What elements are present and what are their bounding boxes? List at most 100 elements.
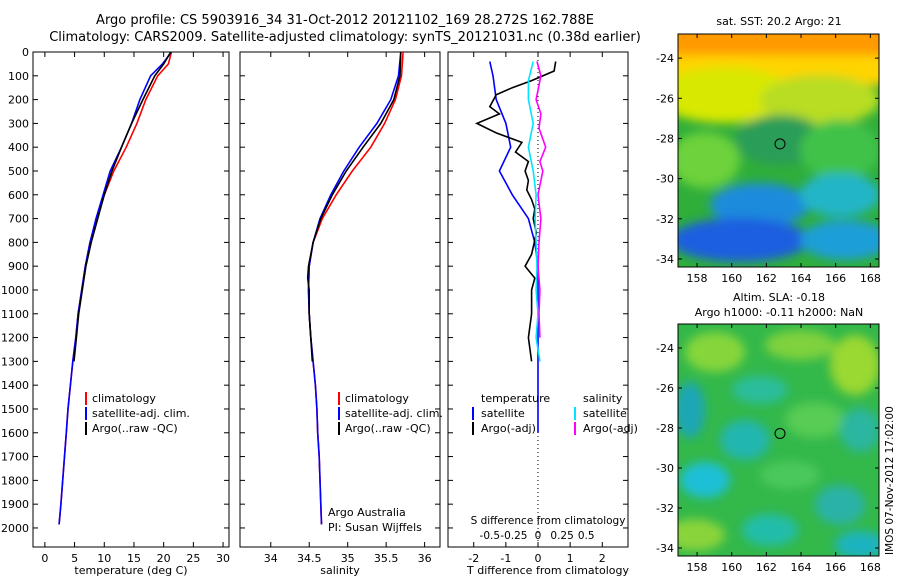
y-tick-label: 500 — [8, 165, 29, 178]
y-tick-label: 1800 — [1, 474, 29, 487]
y-tick-label: 200 — [8, 94, 29, 107]
lat-tick-label: -34 — [656, 253, 674, 266]
sla-map-image — [678, 324, 879, 556]
series-line-salinity-satellite — [527, 61, 541, 362]
x-tick-label: 10 — [97, 552, 111, 565]
x-tick-label: -1 — [500, 552, 511, 565]
lat-tick-label: -28 — [656, 422, 674, 435]
salinity-x-label: salinity — [320, 564, 360, 577]
y-tick-label: 1700 — [1, 451, 29, 464]
imos-credit: IMOS 07-Nov-2012 17:02:00 — [884, 406, 896, 555]
legend-salinity-header: salinity — [583, 392, 623, 405]
lon-tick-label: 166 — [825, 561, 846, 574]
temperature-legend: climatology satellite-adj. clim. Argo(..… — [85, 392, 190, 435]
series-line-temperature-satellite — [489, 61, 539, 433]
y-tick-label: 100 — [8, 70, 29, 83]
sst-map-image — [678, 34, 879, 267]
s-tick-label: 0.25 — [550, 530, 573, 542]
x-tick-label: 0 — [535, 552, 542, 565]
x-tick-label: -2 — [468, 552, 479, 565]
lat-tick-label: -26 — [656, 382, 674, 395]
legend-argo-label: Argo(..raw -QC) — [345, 422, 431, 435]
s-tick-label: -0.5 — [480, 530, 501, 542]
series-line-argo-raw-qc- — [306, 52, 402, 362]
legend-satellite-label: satellite-adj. clim. — [345, 407, 443, 420]
x-tick-label: 30 — [216, 552, 230, 565]
y-tick-label: 700 — [8, 213, 29, 226]
sst-map-panel: sat. SST: 20.2 Argo: 21 158 160 162 164 166 1… — [656, 15, 881, 285]
legend-s-argo-label: Argo(-adj) — [583, 422, 638, 435]
series-line-climatology — [307, 52, 404, 525]
lat-tick-label: -32 — [656, 502, 674, 515]
series-line-argo-raw-qc- — [73, 52, 172, 362]
lat-tick-label: -32 — [656, 213, 674, 226]
y-tick-label: 1500 — [1, 403, 29, 416]
sla-map-panel: Altim. SLA: -0.18 Argo h1000: -0.11 h200… — [656, 291, 881, 574]
x-tick-label: 35 — [341, 552, 355, 565]
s-tick-label: 0.5 — [578, 530, 595, 542]
lat-tick-label: -30 — [656, 462, 674, 475]
sla-map-frame — [677, 323, 880, 557]
legend-argo-label: Argo(..raw -QC) — [92, 422, 178, 435]
y-tick-label: 1400 — [1, 379, 29, 392]
lon-tick-label: 168 — [860, 272, 881, 285]
y-tick-label: 0 — [22, 46, 29, 59]
annotation-institution: Argo Australia — [328, 506, 406, 519]
temperature-axes-box — [32, 51, 230, 548]
series-line-climatology — [58, 52, 173, 525]
lon-tick-label: 162 — [756, 272, 777, 285]
sla-map-title-line-2: Argo h1000: -0.11 h2000: NaN — [695, 306, 864, 319]
lat-tick-label: -30 — [656, 173, 674, 186]
x-tick-label: 25 — [186, 552, 200, 565]
sst-map-title: sat. SST: 20.2 Argo: 21 — [716, 15, 841, 28]
sst-map-frame — [677, 33, 880, 268]
legend-satellite-label: satellite-adj. clim. — [92, 407, 190, 420]
lon-tick-label: 168 — [860, 561, 881, 574]
s-difference-label: S difference from climatology — [471, 515, 626, 527]
y-tick-label: 1000 — [1, 284, 29, 297]
salinity-legend: climatology satellite-adj. clim. Argo(..… — [338, 392, 443, 435]
title-line-1: Argo profile: CS 5903916_34 31-Oct-2012 … — [96, 13, 594, 28]
lat-tick-label: -24 — [656, 52, 674, 65]
legend-climatology-label: climatology — [92, 392, 156, 405]
y-tick-label: 600 — [8, 189, 29, 202]
lon-tick-label: 162 — [756, 561, 777, 574]
salinity-axes-box — [239, 51, 441, 548]
y-tick-label: 300 — [8, 117, 29, 130]
sla-map-title-line-1: Altim. SLA: -0.18 — [733, 291, 825, 304]
sst-profile-marker — [774, 138, 786, 150]
lat-tick-label: -24 — [656, 342, 674, 355]
t-difference-label: T difference from climatology — [466, 564, 629, 577]
y-tick-label: 1900 — [1, 498, 29, 511]
lon-tick-label: 158 — [687, 561, 708, 574]
y-tick-label: 1200 — [1, 332, 29, 345]
lat-tick-label: -34 — [656, 542, 674, 555]
y-tick-label: 800 — [8, 236, 29, 249]
salinity-panel: 34 34.5 35 35.5 36 salinity climatology sate… — [239, 51, 443, 577]
difference-legend: temperature satellite Argo(-adj) salinit… — [472, 392, 638, 435]
x-tick-label: 1 — [567, 552, 574, 565]
x-tick-label: 5 — [71, 552, 78, 565]
y-tick-label: 1600 — [1, 427, 29, 440]
lat-tick-label: -28 — [656, 132, 674, 145]
lon-tick-label: 164 — [791, 272, 812, 285]
s-tick-label: 0 — [535, 530, 542, 542]
difference-panel: -2 -1 0 1 2 -0.5 -0.25 0 0.25 0.5 S difference fr… — [447, 51, 638, 577]
x-tick-label: 0 — [41, 552, 48, 565]
legend-temperature-header: temperature — [481, 392, 550, 405]
annotation-pi: PI: Susan Wijffels — [328, 521, 422, 534]
legend-s-satellite-label: satellite — [583, 407, 627, 420]
legend-climatology-label: climatology — [345, 392, 409, 405]
lon-tick-label: 160 — [721, 272, 742, 285]
temperature-x-label: temperature (deg C) — [74, 564, 187, 577]
x-tick-label: 34 — [264, 552, 278, 565]
y-tick-label: 2000 — [1, 522, 29, 535]
lon-tick-label: 166 — [825, 272, 846, 285]
legend-t-argo-label: Argo(-adj) — [481, 422, 536, 435]
series-line-satellite-adj-clim- — [307, 52, 402, 525]
temperature-panel: 0 5 10 15 20 25 300100200300400500600700800900… — [1, 46, 230, 577]
series-line-temperature-argo-adj- — [474, 61, 557, 362]
series-line-satellite-adj-clim- — [58, 52, 173, 525]
lat-tick-label: -26 — [656, 92, 674, 105]
